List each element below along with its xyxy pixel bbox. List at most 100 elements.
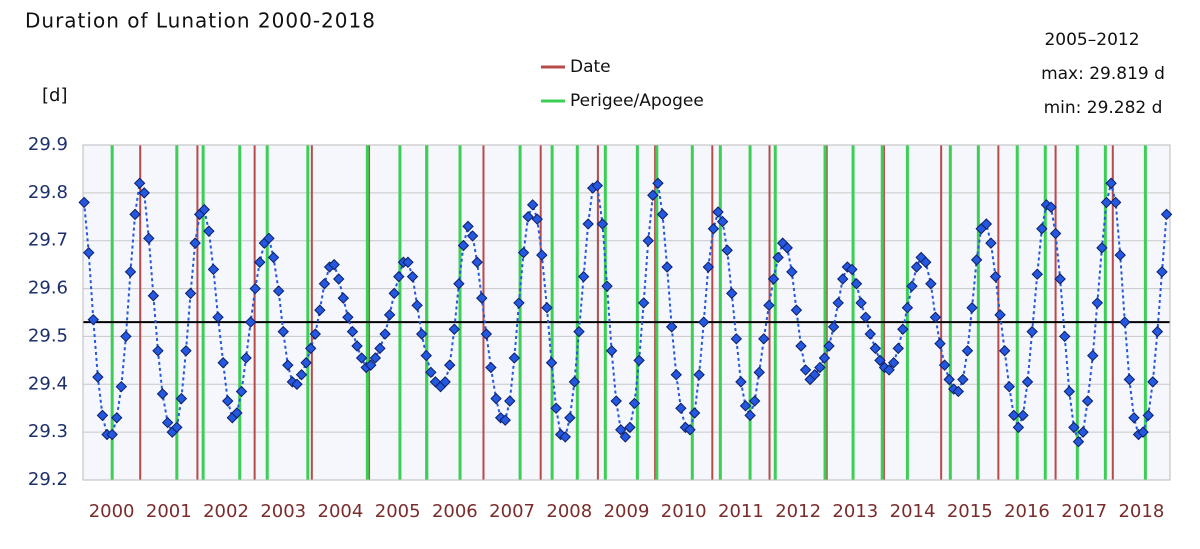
data-point: [78, 196, 90, 209]
data-point: [698, 316, 710, 328]
data-point: [647, 189, 659, 201]
data-point: [1128, 412, 1140, 424]
data-point: [406, 270, 419, 283]
data-point: [763, 299, 775, 312]
data-point: [180, 345, 192, 357]
x-tick-label: 2011: [718, 501, 764, 522]
data-point: [665, 321, 678, 333]
data-point: [855, 297, 867, 309]
data-point: [272, 285, 285, 297]
data-point: [605, 345, 618, 357]
data-point: [249, 282, 261, 295]
x-tick-label: 2017: [1061, 501, 1107, 522]
data-point: [240, 352, 252, 364]
data-point: [383, 309, 396, 321]
y-tick-label: 29.5: [28, 325, 68, 346]
data-point: [1068, 421, 1080, 434]
data-point: [476, 292, 488, 304]
data-point: [147, 290, 160, 302]
data-point: [1156, 266, 1168, 278]
data-point: [925, 278, 937, 290]
data-point: [910, 261, 923, 273]
data-point: [642, 235, 654, 247]
data-point: [314, 304, 326, 316]
annotation: min: 29.282 d: [1044, 98, 1163, 118]
x-tick-label: 2006: [432, 501, 478, 522]
data-point: [217, 357, 229, 369]
data-point: [1123, 373, 1136, 386]
data-point: [814, 361, 826, 374]
data-point: [985, 237, 997, 249]
data-point: [753, 366, 765, 379]
data-point: [267, 251, 280, 264]
data-point: [411, 299, 423, 312]
data-point: [531, 213, 543, 225]
x-tick-label: 2010: [661, 501, 707, 522]
y-tick-label: 29.3: [28, 421, 68, 442]
data-point: [111, 412, 123, 424]
data-point: [684, 424, 696, 436]
data-point: [809, 369, 821, 381]
data-point: [198, 203, 210, 216]
data-point: [619, 431, 632, 443]
data-point: [388, 287, 400, 300]
data-point: [688, 407, 701, 419]
data-point: [207, 263, 220, 276]
data-point: [263, 232, 275, 245]
data-point: [189, 237, 201, 249]
data-point: [526, 199, 539, 211]
data-point: [707, 223, 720, 235]
data-point: [300, 357, 312, 369]
data-point: [115, 380, 128, 393]
data-point: [282, 359, 294, 371]
data-point: [850, 278, 863, 290]
data-point: [175, 392, 188, 405]
data-point: [231, 407, 243, 419]
x-tick-label: 2009: [604, 501, 650, 522]
data-point: [393, 270, 405, 283]
data-point: [633, 354, 645, 367]
data-point: [244, 316, 257, 328]
data-point: [291, 378, 303, 390]
data-point: [161, 416, 174, 429]
data-point: [1026, 325, 1038, 338]
data-point: [637, 297, 650, 309]
data-point: [143, 232, 155, 245]
data-point: [203, 225, 215, 237]
data-point: [1091, 297, 1104, 309]
data-point: [138, 187, 150, 199]
data-point: [624, 421, 636, 434]
data-point: [171, 421, 183, 434]
data-point: [415, 328, 428, 340]
data-point: [1077, 426, 1089, 438]
data-point: [892, 342, 904, 355]
x-tick-label: 2001: [146, 501, 192, 522]
data-point: [369, 352, 382, 364]
data-point: [1049, 227, 1062, 240]
y-tick-label: 29.7: [28, 230, 68, 251]
data-point: [628, 397, 641, 410]
y-tick-label: 29.2: [28, 469, 68, 490]
data-point: [573, 325, 585, 338]
x-tick-label: 2005: [375, 501, 421, 522]
data-point: [1008, 409, 1020, 422]
data-point: [744, 409, 756, 422]
data-point: [906, 280, 918, 292]
data-point: [124, 266, 137, 278]
data-point: [1147, 376, 1159, 388]
data-point: [448, 323, 461, 335]
data-point: [365, 359, 377, 371]
data-point: [87, 313, 100, 326]
data-point: [346, 325, 359, 338]
data-point: [601, 280, 613, 292]
data-point: [499, 414, 511, 426]
data-point: [970, 254, 983, 266]
x-tick-label: 2008: [546, 501, 592, 522]
data-point: [998, 345, 1011, 357]
data-point: [333, 273, 345, 285]
data-point: [772, 251, 784, 264]
data-point: [675, 402, 687, 414]
data-point: [1072, 436, 1085, 448]
data-point: [591, 179, 604, 192]
data-point: [1059, 330, 1071, 343]
